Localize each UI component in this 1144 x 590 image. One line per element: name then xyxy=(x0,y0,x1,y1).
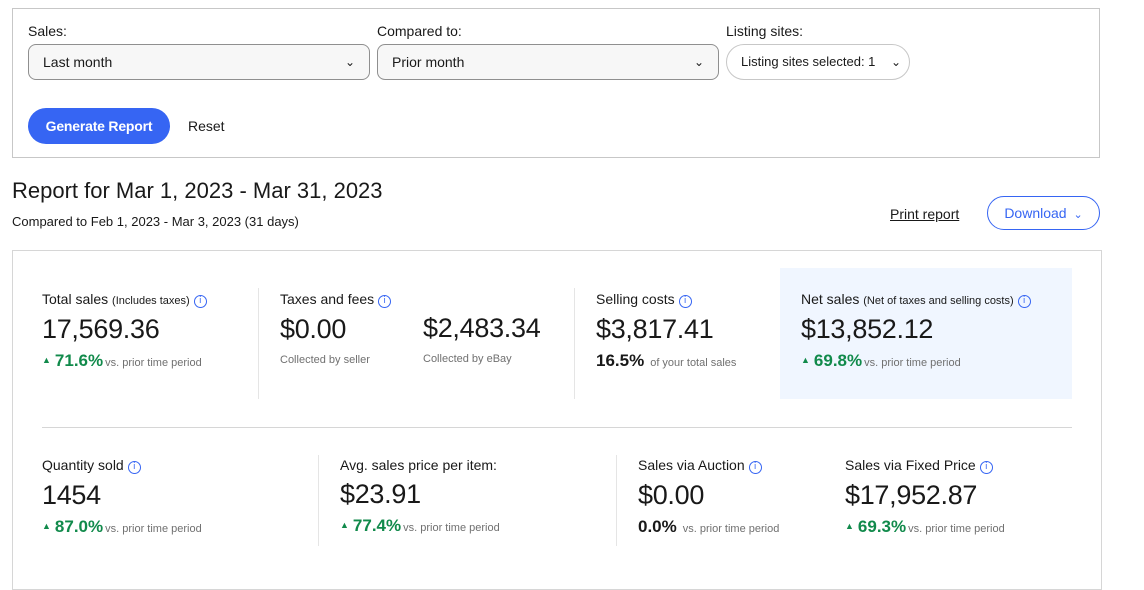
total-sales-metric: Total sales (Includes taxes) i 17,569.36 … xyxy=(42,291,207,371)
download-label: Download xyxy=(1004,205,1067,221)
listing-sites-select[interactable]: Listing sites selected: 1 ⌄ xyxy=(726,44,910,80)
listing-sites-value: Listing sites selected: 1 xyxy=(741,54,876,69)
info-icon[interactable]: i xyxy=(748,461,762,474)
auction-sales-label: Sales via Auction xyxy=(638,457,745,473)
vs-prior-text: vs. prior time period xyxy=(403,522,500,534)
compared-period-value: Prior month xyxy=(392,54,465,70)
report-comparison-range: Compared to Feb 1, 2023 - Mar 3, 2023 (3… xyxy=(12,214,299,229)
divider xyxy=(574,288,575,399)
arrow-up-icon: ▲ xyxy=(42,355,51,365)
info-icon[interactable]: i xyxy=(193,295,207,308)
total-sales-change: 71.6% xyxy=(54,351,104,370)
fixed-price-sales-metric: Sales via Fixed Price i $17,952.87 ▲ 69.3%… xyxy=(845,457,1005,537)
sales-label: Sales: xyxy=(28,23,67,39)
report-filters: Sales: Last month ⌄ Compared to: Prior m… xyxy=(12,8,1100,158)
vs-prior-text: vs. prior time period xyxy=(105,523,202,535)
net-sales-note: (Net of taxes and selling costs) xyxy=(863,295,1014,307)
auction-sales-change: 0.0% xyxy=(638,517,677,536)
quantity-sold-value: 1454 xyxy=(42,480,101,510)
sales-period-value: Last month xyxy=(43,54,113,70)
chevron-down-icon: ⌄ xyxy=(1073,209,1083,221)
net-sales-label: Net sales xyxy=(801,291,860,307)
avg-price-value: $23.91 xyxy=(340,479,421,509)
divider xyxy=(258,288,259,399)
arrow-up-icon: ▲ xyxy=(801,355,810,365)
selling-costs-metric: Selling costs i $3,817.41 16.5% of your to… xyxy=(596,291,736,371)
chevron-down-icon: ⌄ xyxy=(693,55,704,69)
fixed-price-sales-label: Sales via Fixed Price xyxy=(845,457,976,473)
fixed-price-sales-value: $17,952.87 xyxy=(845,480,978,510)
total-sales-note: (Includes taxes) xyxy=(112,295,190,307)
quantity-sold-change: 87.0% xyxy=(54,517,104,536)
info-icon[interactable]: i xyxy=(979,461,993,474)
auction-sales-metric: Sales via Auction i $0.00 0.0% vs. prior t… xyxy=(638,457,779,537)
vs-prior-text: vs. prior time period xyxy=(105,357,202,369)
net-sales-highlight xyxy=(780,268,1072,399)
generate-report-button[interactable]: Generate Report xyxy=(28,108,170,144)
selling-costs-value: $3,817.41 xyxy=(596,314,714,344)
fixed-price-sales-change: 69.3% xyxy=(857,517,907,536)
selling-costs-label: Selling costs xyxy=(596,291,675,307)
taxes-ebay-metric: $2,483.34 Collected by eBay xyxy=(423,291,541,365)
selling-costs-pct: 16.5% xyxy=(596,351,645,370)
quantity-sold-metric: Quantity sold i 1454 ▲ 87.0% vs. prior time… xyxy=(42,457,202,537)
net-sales-change: 69.8% xyxy=(813,351,863,370)
total-sales-value: 17,569.36 xyxy=(42,314,160,344)
divider xyxy=(616,455,617,546)
arrow-up-icon: ▲ xyxy=(42,521,51,531)
taxes-seller-value: $0.00 xyxy=(280,314,347,344)
avg-price-label: Avg. sales price per item: xyxy=(340,457,497,473)
compared-period-select[interactable]: Prior month ⌄ xyxy=(377,44,719,80)
compared-label: Compared to: xyxy=(377,23,462,39)
taxes-ebay-caption: Collected by eBay xyxy=(423,353,512,365)
auction-sales-value: $0.00 xyxy=(638,480,705,510)
sales-period-select[interactable]: Last month ⌄ xyxy=(28,44,370,80)
arrow-up-icon: ▲ xyxy=(845,521,854,531)
avg-price-change: 77.4% xyxy=(352,516,402,535)
taxes-ebay-value: $2,483.34 xyxy=(423,313,541,343)
net-sales-value: $13,852.12 xyxy=(801,314,934,344)
taxes-fees-label: Taxes and fees xyxy=(280,291,375,307)
taxes-seller-caption: Collected by seller xyxy=(280,354,370,366)
arrow-up-icon: ▲ xyxy=(340,520,349,530)
divider xyxy=(318,455,319,546)
avg-price-metric: Avg. sales price per item: $23.91 ▲ 77.4%… xyxy=(340,457,500,536)
listing-sites-label: Listing sites: xyxy=(726,23,804,39)
chevron-down-icon: ⌄ xyxy=(344,55,355,69)
info-icon[interactable]: i xyxy=(678,295,692,308)
divider xyxy=(42,427,1072,428)
taxes-fees-metric: Taxes and fees i $0.00 Collected by selle… xyxy=(280,291,392,366)
info-icon[interactable]: i xyxy=(127,461,141,474)
selling-costs-caption: of your total sales xyxy=(650,357,737,369)
info-icon[interactable]: i xyxy=(378,295,392,308)
download-button[interactable]: Download ⌄ xyxy=(987,196,1100,230)
vs-prior-text: vs. prior time period xyxy=(864,357,961,369)
print-report-link[interactable]: Print report xyxy=(890,206,960,222)
vs-prior-text: vs. prior time period xyxy=(682,523,780,535)
total-sales-label: Total sales xyxy=(42,291,109,307)
net-sales-metric: Net sales (Net of taxes and selling cost… xyxy=(801,291,1031,371)
report-title: Report for Mar 1, 2023 - Mar 31, 2023 xyxy=(12,178,383,203)
chevron-down-icon: ⌄ xyxy=(890,55,901,69)
info-icon[interactable]: i xyxy=(1017,295,1031,308)
vs-prior-text: vs. prior time period xyxy=(908,523,1005,535)
reset-button[interactable]: Reset xyxy=(188,118,225,134)
quantity-sold-label: Quantity sold xyxy=(42,457,124,473)
